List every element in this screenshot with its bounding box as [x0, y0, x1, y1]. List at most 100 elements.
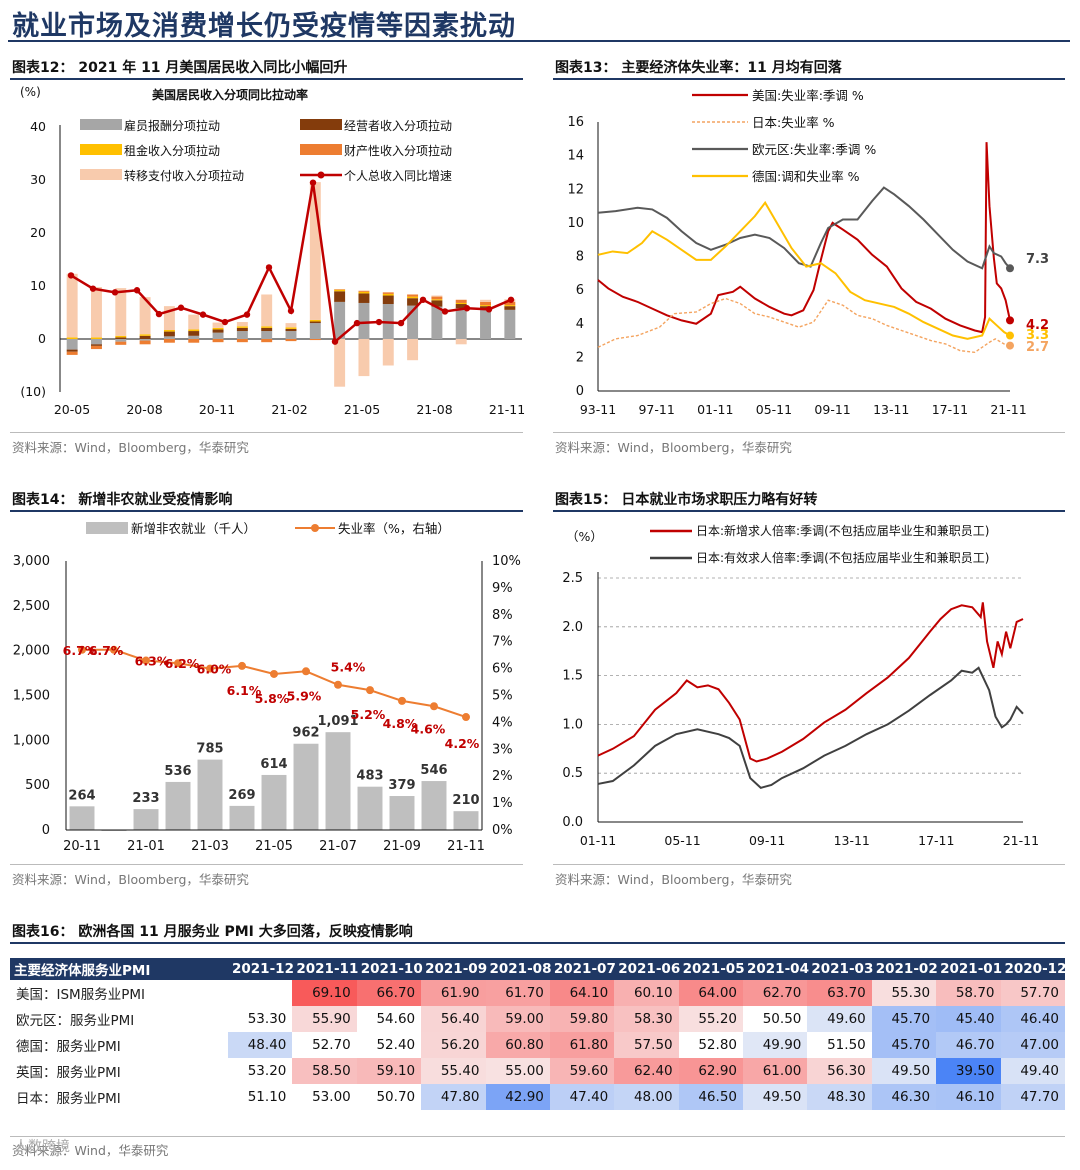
payroll-bar	[357, 786, 383, 830]
bar-segment	[66, 339, 78, 350]
x-tick-label: 21-11	[447, 839, 485, 854]
pmi-header-month: 2020-12	[1000, 958, 1066, 980]
bar-segment	[382, 295, 394, 305]
pmi-cell: 49.40	[1000, 1058, 1065, 1084]
unemployment-label: 6.3%	[135, 654, 170, 669]
bar-segment	[91, 337, 102, 339]
income-growth-point	[67, 272, 75, 279]
pmi-cell: 42.90	[485, 1084, 550, 1110]
legend-label: 德国:调和失业率 %	[752, 169, 860, 184]
pmi-cell: 55.00	[485, 1058, 550, 1084]
bar-segment	[115, 341, 127, 345]
pmi-cell: 50.50	[743, 1006, 808, 1032]
bar-segment	[455, 308, 467, 339]
x-tick-label: 09-11	[814, 402, 850, 417]
bar-segment	[309, 319, 321, 322]
y-tick-label: 0	[576, 384, 584, 399]
unemployment-point	[398, 696, 406, 705]
x-tick-label: 17-11	[932, 402, 968, 417]
pmi-row: 日本：服务业PMI 51.10 53.00 50.70 47.80 42.90 47.40 4…	[10, 1084, 1065, 1110]
income-growth-point	[419, 296, 427, 303]
series-line	[597, 186, 1011, 270]
source-12: 资料来源：Wind，Bloomberg，华泰研究	[12, 440, 249, 455]
source-rule-14	[10, 864, 523, 865]
unemployment-label: 6.0%	[197, 662, 232, 677]
payroll-bar-label: 546	[420, 763, 447, 778]
source-rule-13	[553, 432, 1065, 433]
unemployment-label: 5.8%	[255, 691, 290, 706]
legend-marker	[311, 524, 319, 532]
y-tick-label: 30	[30, 172, 46, 187]
y-left-tick-label: 1,500	[13, 689, 50, 704]
legend-label: 日本:失业率 %	[752, 115, 835, 130]
bar-segment	[407, 305, 419, 339]
bar-segment	[261, 331, 273, 339]
bar-segment	[285, 339, 297, 342]
payroll-bar	[133, 809, 159, 830]
x-tick-label: 20-05	[54, 402, 90, 417]
pmi-cell: 69.10	[292, 980, 357, 1006]
pmi-cell: 58.50	[292, 1058, 357, 1084]
y-right-tick-label: 10%	[492, 554, 521, 569]
bar-segment	[358, 302, 370, 339]
legend-swatch	[80, 144, 122, 155]
series-end-label: 2.7	[1026, 340, 1049, 355]
unemployment-point	[462, 713, 470, 722]
income-growth-point	[265, 264, 273, 271]
x-tick-label: 93-11	[580, 402, 616, 417]
pmi-row: 美国：ISM服务业PMI 69.10 66.70 61.90 61.70 64.10 60.…	[10, 980, 1065, 1006]
payroll-bar-label: 233	[132, 791, 159, 806]
y-axis-unit: （%）	[566, 529, 603, 544]
legend-label: 新增非农就业（千人）	[131, 521, 256, 536]
pmi-cell: 52.80	[678, 1032, 743, 1058]
panel-rule-14	[10, 510, 523, 512]
pmi-cell: 55.90	[292, 1006, 357, 1032]
series-end-marker	[1006, 316, 1014, 325]
unemployment-point	[238, 661, 246, 670]
pmi-cell: 47.70	[1000, 1084, 1065, 1110]
income-growth-point	[375, 318, 383, 326]
legend-swatch	[80, 119, 122, 130]
x-tick-label: 20-08	[126, 402, 162, 417]
x-tick-label: 20-11	[199, 402, 235, 417]
bar-segment	[212, 339, 224, 343]
y-left-tick-label: 2,000	[13, 644, 50, 659]
pmi-cell: 50.70	[356, 1084, 422, 1110]
pmi-cell: 39.50	[936, 1058, 1001, 1084]
bar-segment	[163, 331, 175, 337]
pmi-cell: 49.50	[743, 1084, 808, 1110]
bar-segment	[285, 327, 297, 329]
income-growth-line	[70, 182, 512, 345]
pmi-cell: 52.70	[292, 1032, 357, 1058]
x-tick-label: 01-11	[580, 833, 616, 848]
series-end-marker	[1006, 331, 1014, 340]
pmi-header-label: 主要经济体服务业PMI	[10, 958, 228, 980]
x-tick-label: 01-11	[697, 402, 733, 417]
bar-segment	[480, 299, 491, 302]
y-tick-label: 4	[576, 317, 584, 332]
y-right-tick-label: 8%	[492, 608, 513, 623]
source-13: 资料来源：Wind，Bloomberg，华泰研究	[555, 440, 792, 455]
pmi-header-month: 2021-08	[485, 958, 551, 980]
pmi-header-month: 2021-09	[421, 958, 487, 980]
income-growth-point	[89, 285, 97, 292]
unemployment-point	[270, 669, 278, 678]
y-tick-label: 6	[576, 283, 584, 298]
bar-segment	[431, 306, 443, 339]
pmi-cell: 56.30	[807, 1058, 872, 1084]
y-right-tick-label: 7%	[492, 635, 513, 650]
y-tick-label: 10	[30, 278, 46, 293]
pmi-cell: 63.70	[807, 980, 872, 1006]
legend-label: 租金收入分项拉动	[124, 143, 220, 158]
bar-segment	[212, 329, 224, 333]
legend-marker	[317, 171, 325, 179]
bar-segment	[261, 327, 273, 332]
y-right-tick-label: 9%	[492, 581, 513, 596]
income-growth-point	[287, 307, 295, 315]
bar-segment	[455, 299, 467, 303]
x-tick-label: 17-11	[918, 833, 954, 848]
series-line	[597, 666, 1024, 789]
bar-segment	[407, 296, 419, 299]
unemployment-label: 6.7%	[63, 643, 98, 658]
y-tick-label: 12	[567, 182, 584, 197]
